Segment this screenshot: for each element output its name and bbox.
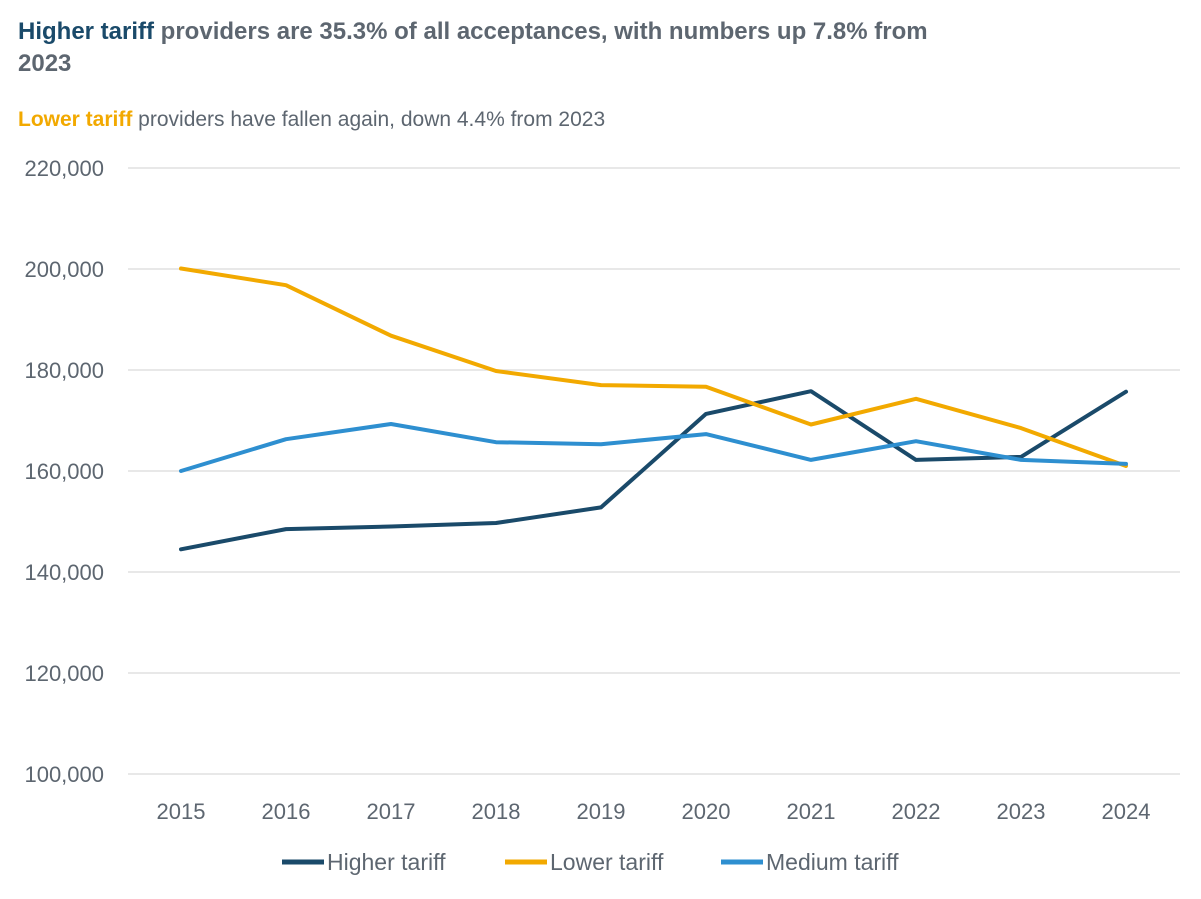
legend-label-lower: Lower tariff <box>550 849 664 875</box>
y-tick-label: 120,000 <box>24 661 104 686</box>
x-tick-label: 2024 <box>1102 799 1151 824</box>
series-lines <box>179 266 1128 552</box>
y-tick-label: 200,000 <box>24 257 104 282</box>
title-rest: providers are 35.3% of all acceptances, … <box>18 18 928 77</box>
x-tick-label: 2018 <box>472 799 521 824</box>
y-tick-label: 140,000 <box>24 560 104 585</box>
x-axis-ticks: 2015 2016 2017 2018 2019 2020 2021 2022 2023 2024 <box>157 799 1151 824</box>
series-line-higher <box>179 389 1128 552</box>
y-tick-label: 160,000 <box>24 459 104 484</box>
legend: Higher tariff Lower tariff Medium tariff <box>282 849 899 875</box>
y-tick-label: 180,000 <box>24 358 104 383</box>
x-tick-label: 2023 <box>997 799 1046 824</box>
x-tick-label: 2019 <box>577 799 626 824</box>
legend-label-medium: Medium tariff <box>766 849 899 875</box>
gridlines <box>128 167 1180 775</box>
x-tick-label: 2015 <box>157 799 206 824</box>
series-line-medium <box>179 422 1128 473</box>
chart-title: Higher tariff providers are 35.3% of all… <box>18 16 978 80</box>
x-tick-label: 2021 <box>787 799 836 824</box>
x-tick-label: 2017 <box>367 799 416 824</box>
y-tick-label: 220,000 <box>24 156 104 181</box>
chart-subtitle: Lower tariff providers have fallen again… <box>18 106 1018 134</box>
x-tick-label: 2016 <box>262 799 311 824</box>
y-axis-ticks: 100,000 120,000 140,000 160,000 180,000 200,0… <box>24 156 104 787</box>
legend-label-higher: Higher tariff <box>327 849 446 875</box>
subtitle-rest: providers have fallen again, down 4.4% f… <box>132 108 606 131</box>
x-tick-label: 2020 <box>682 799 731 824</box>
title-highlight: Higher tariff <box>18 18 155 45</box>
series-line-lower <box>179 266 1128 468</box>
x-tick-label: 2022 <box>892 799 941 824</box>
subtitle-highlight: Lower tariff <box>18 108 133 131</box>
y-tick-label: 100,000 <box>24 762 104 787</box>
